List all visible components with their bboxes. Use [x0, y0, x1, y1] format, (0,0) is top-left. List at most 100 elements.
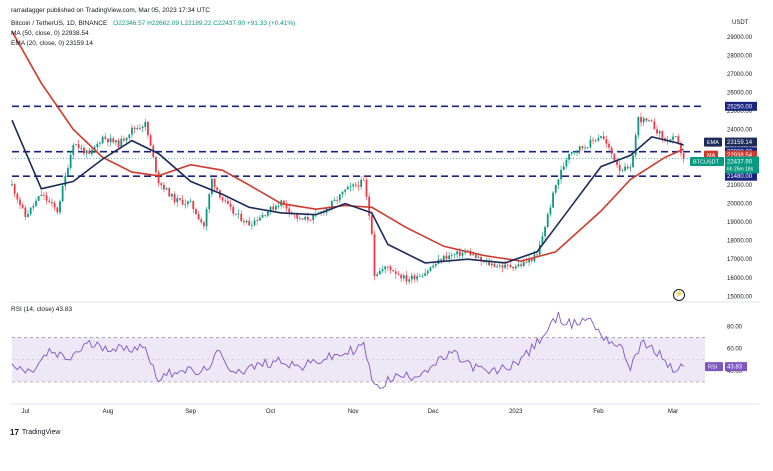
- candle-body: [253, 220, 256, 226]
- x-tick-label: 2023: [509, 409, 523, 415]
- candle-body: [445, 255, 448, 260]
- x-tick-label: Feb: [593, 409, 604, 415]
- candle-body: [330, 201, 333, 207]
- candle-body: [394, 271, 397, 274]
- candle-body: [333, 199, 336, 202]
- candle-body: [632, 155, 634, 168]
- candle-body: [576, 150, 578, 152]
- candle-body: [592, 139, 594, 141]
- countdown-value: 6h 25m 18s: [727, 166, 754, 172]
- rsi-tag-bg: [705, 362, 723, 372]
- candle-body: [272, 206, 275, 210]
- candle-body: [525, 261, 528, 263]
- tradingview-mark-icon: 17: [10, 428, 19, 437]
- candle-body: [160, 183, 163, 186]
- candle-body: [365, 179, 368, 197]
- candle-body: [19, 199, 21, 205]
- candle-body: [594, 140, 597, 142]
- candle-body: [133, 127, 136, 129]
- candle-body: [656, 129, 658, 134]
- candle-body: [552, 192, 554, 208]
- candle-body: [309, 219, 312, 221]
- candle-body: [96, 143, 99, 148]
- candle-body: [165, 188, 168, 190]
- candle-body: [205, 209, 208, 227]
- candle-body: [621, 170, 624, 172]
- candle-body: [474, 254, 477, 258]
- ma-value: 22938.54: [727, 153, 753, 159]
- candle-body: [440, 259, 443, 262]
- candle-body: [605, 139, 608, 144]
- candle-body: [434, 263, 437, 266]
- candle-body: [147, 121, 149, 136]
- candle-body: [285, 203, 288, 209]
- candle-body: [88, 150, 91, 154]
- candle-body: [557, 179, 560, 185]
- candle-body: [203, 222, 205, 227]
- candle-body: [376, 274, 379, 277]
- candle-body: [232, 206, 235, 214]
- rsi-value-bg: [725, 362, 747, 372]
- candle-body: [29, 207, 32, 215]
- candle-body: [634, 135, 637, 156]
- candle-body: [392, 270, 395, 272]
- x-tick-label: Dec: [428, 409, 439, 415]
- candle-body: [629, 167, 632, 169]
- rsi-legend: RSI (14, close) 43.83: [11, 306, 73, 313]
- candle-body: [256, 220, 259, 222]
- candle-body: [226, 200, 229, 204]
- lightning-icon[interactable]: ⚡: [673, 289, 685, 301]
- x-tick-label: Nov: [348, 409, 359, 415]
- candle-body: [426, 270, 429, 274]
- candle-body: [248, 220, 251, 226]
- candle-body: [480, 256, 483, 262]
- candle-body: [51, 202, 53, 204]
- candle-body: [341, 191, 344, 195]
- ema20-line: [11, 119, 684, 264]
- candle-body: [608, 143, 610, 148]
- candle-body: [245, 220, 248, 223]
- candle-body: [453, 254, 456, 256]
- candle-body: [277, 205, 280, 207]
- candle-body: [237, 213, 240, 215]
- price-tick-label: 19000.00: [727, 220, 753, 226]
- candle-body: [424, 273, 427, 276]
- candle-body: [624, 166, 626, 171]
- candle-body: [296, 214, 299, 219]
- candle-body: [213, 178, 216, 188]
- candle-body: [117, 140, 120, 148]
- candle-body: [168, 188, 171, 197]
- candle-body: [282, 200, 285, 204]
- candle-body: [67, 168, 69, 176]
- candle-body: [56, 207, 59, 213]
- ema-tag-bg: [704, 137, 722, 147]
- candle-body: [672, 136, 674, 140]
- rsi-tag: RSI: [708, 365, 718, 371]
- candle-body: [640, 116, 642, 123]
- candle-body: [43, 194, 45, 196]
- candle-body: [602, 136, 605, 140]
- candle-body: [101, 136, 104, 144]
- rsi-tick-label: 80.00: [727, 324, 743, 330]
- candle-body: [504, 264, 506, 268]
- candle-body: [163, 185, 165, 190]
- candle-body: [240, 213, 243, 222]
- candle-body: [682, 153, 685, 159]
- candle-body: [120, 138, 123, 148]
- candle-body: [112, 138, 115, 143]
- symbol-title: Bitcoin / TetherUS, 1D, BINANCE: [11, 20, 108, 27]
- candle-body: [488, 261, 491, 266]
- candle-body: [187, 201, 189, 204]
- candle-body: [91, 149, 93, 154]
- candle-body: [360, 179, 363, 187]
- candle-body: [520, 264, 522, 267]
- candle-body: [298, 218, 301, 220]
- rsi-tick-label: 40.00: [727, 369, 743, 375]
- candle-body: [416, 276, 419, 280]
- tradingview-logo: 17 TradingView: [10, 428, 60, 437]
- candle-body: [496, 266, 498, 268]
- candle-body: [115, 140, 117, 143]
- candle-body: [418, 275, 421, 277]
- candle-body: [578, 146, 581, 151]
